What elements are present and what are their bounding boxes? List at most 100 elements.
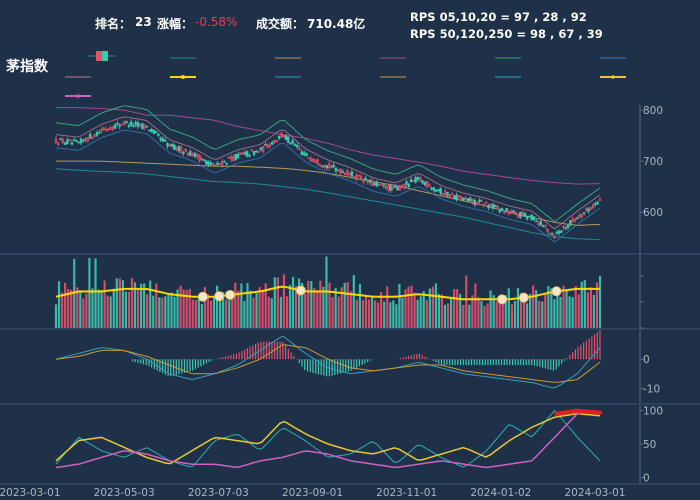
candle-body	[437, 189, 440, 192]
volume-bar	[304, 293, 307, 328]
volume-bar	[462, 304, 465, 328]
candle-body	[275, 140, 278, 142]
candle-body	[428, 184, 431, 187]
candle-body	[139, 123, 142, 126]
candle-body	[175, 146, 178, 150]
candle-body	[478, 200, 481, 203]
volume-bar	[301, 282, 304, 328]
candle-body	[548, 232, 552, 235]
volume-bar	[194, 299, 197, 328]
candle-body	[257, 151, 260, 153]
volume-bar	[279, 296, 282, 328]
candle-body	[450, 193, 454, 196]
candle-body	[205, 160, 208, 165]
volume-bar	[115, 278, 118, 328]
candle-body	[57, 143, 60, 146]
series-line-DEA	[55, 344, 601, 383]
volume-bar	[240, 283, 243, 328]
candle-body	[73, 139, 76, 142]
rank-label: 排名：	[95, 17, 132, 31]
candle-body	[255, 150, 258, 153]
candle-body	[555, 231, 558, 234]
volume-bar	[133, 282, 137, 328]
candle-body	[539, 220, 543, 226]
candle-body	[243, 152, 247, 155]
candle-body	[514, 212, 517, 215]
volume-bar	[179, 285, 182, 328]
macd-histogram-group	[131, 330, 601, 377]
candle-body	[546, 228, 549, 232]
series-line-TB	[55, 105, 601, 223]
candle-body	[104, 129, 108, 131]
candle-body	[382, 184, 385, 187]
candle-body	[405, 181, 408, 185]
volume-bar	[547, 286, 550, 328]
candle-body	[507, 211, 511, 215]
volume-bar	[255, 293, 258, 328]
volume-bar	[404, 289, 407, 328]
candle-body	[127, 125, 131, 128]
macd-tick-label: 0	[643, 354, 650, 366]
volume-bar	[209, 300, 213, 328]
volume-bar	[85, 293, 88, 328]
candle-body	[102, 128, 105, 130]
candle-body	[77, 141, 80, 144]
volume-bar	[146, 294, 149, 328]
candle-body	[375, 182, 379, 187]
candle-body	[453, 195, 456, 200]
candle-body	[125, 121, 128, 123]
volume-bar	[364, 296, 368, 328]
volume-bar	[574, 285, 577, 328]
candle-body	[580, 214, 583, 218]
volume-bar	[550, 288, 553, 328]
candle-body	[373, 182, 376, 186]
candle-body	[389, 185, 392, 191]
candle-body	[357, 174, 360, 177]
candle-body	[521, 211, 524, 217]
volume-bar	[118, 278, 121, 328]
volume-bar	[124, 291, 127, 328]
candle-body	[569, 220, 572, 225]
candle-body	[116, 123, 119, 125]
candle-body	[82, 139, 85, 142]
volume-bar	[468, 304, 471, 328]
candle-body	[157, 133, 160, 136]
volume-bar	[57, 281, 61, 328]
volume-bar	[541, 301, 544, 328]
volume-bar	[307, 280, 310, 328]
volume-bar	[589, 287, 592, 328]
volume-bar	[465, 275, 468, 328]
volume-bar	[513, 301, 517, 328]
volume-bar	[389, 302, 392, 328]
candle-body	[446, 191, 449, 196]
candle-body	[143, 124, 146, 128]
series-line-rps50	[55, 410, 601, 469]
volume-bar	[349, 291, 352, 328]
change-label: 涨幅：	[157, 17, 194, 31]
page-title: 茅指数	[6, 59, 48, 75]
candle-body	[109, 127, 112, 130]
volume-bar	[64, 282, 67, 328]
candle-body	[343, 172, 347, 175]
series-line-rps20	[55, 413, 601, 465]
candle-body	[186, 152, 190, 156]
candle-body	[225, 162, 228, 165]
candle-body	[439, 188, 442, 194]
candle-body	[184, 148, 187, 152]
volume-bar	[507, 288, 510, 328]
candle-body	[341, 171, 344, 173]
candle-body	[573, 218, 577, 222]
candle-body	[407, 184, 411, 187]
candle-body	[510, 210, 513, 214]
volume-bar	[501, 303, 504, 328]
candle-body	[289, 142, 292, 145]
volume-bar	[395, 304, 398, 328]
candle-body	[75, 140, 78, 142]
volume-bar	[504, 295, 507, 328]
candle-body	[207, 161, 210, 166]
candle-body	[216, 162, 219, 166]
volume-bar	[206, 294, 210, 328]
volume-bar	[492, 295, 495, 328]
candle-body	[346, 170, 349, 175]
volume-bar	[398, 283, 401, 328]
